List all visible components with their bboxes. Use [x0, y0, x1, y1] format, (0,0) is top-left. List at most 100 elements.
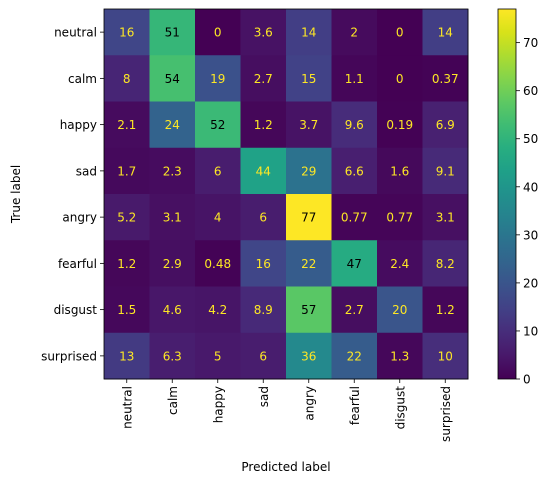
- heatmap-cell: [149, 9, 196, 56]
- cell-value-label: 2.1: [117, 118, 136, 132]
- cell-value-label: 54: [165, 72, 180, 86]
- heatmap-cell: [149, 286, 196, 334]
- heatmap-cell: [240, 286, 287, 334]
- heatmap-cell: [104, 332, 150, 380]
- x-tick-label: calm: [166, 386, 180, 415]
- heatmap-cell: [377, 286, 423, 334]
- y-tick-label: disgust: [54, 303, 98, 317]
- heatmap-cell: [149, 55, 196, 102]
- heatmap-cell: [286, 147, 332, 195]
- heatmap-cell: [331, 55, 378, 102]
- heatmap-cell: [240, 240, 287, 287]
- y-tick-label: neutral: [54, 26, 97, 40]
- y-tick-label: surprised: [41, 349, 97, 363]
- heatmap-cell: [286, 55, 332, 102]
- cell-value-label: 15: [301, 72, 316, 86]
- cell-value-label: 20: [392, 303, 407, 317]
- heatmap-cell: [240, 147, 287, 195]
- x-axis-label: Predicted label: [241, 460, 330, 474]
- cell-value-label: 1.2: [254, 118, 273, 132]
- x-tick-label: angry: [302, 386, 316, 421]
- heatmap-cell: [422, 101, 469, 149]
- colorbar-tick-label: 60: [523, 84, 538, 98]
- heatmap-cells: [104, 9, 469, 380]
- heatmap-cell: [422, 286, 469, 334]
- cell-value-label: 29: [301, 164, 316, 178]
- colorbar-tick-label: 40: [523, 180, 538, 194]
- x-axis: neutral calm happy sad angry fearful disgust su…: [120, 379, 453, 442]
- colorbar-gradient: [498, 9, 516, 379]
- cell-value-label: 3.7: [299, 118, 318, 132]
- y-tick-label: calm: [68, 72, 97, 86]
- heatmap-cell: [104, 147, 150, 195]
- cell-value-label: 16: [256, 257, 271, 271]
- heatmap-cell: [422, 240, 469, 287]
- cell-value-label: 77: [301, 211, 316, 225]
- heatmap-cell: [422, 147, 469, 195]
- heatmap-cell: [240, 194, 287, 241]
- heatmap-cell: [286, 194, 332, 241]
- cell-value-label: 5: [214, 349, 222, 363]
- cell-value-label: 5.2: [117, 211, 136, 225]
- cell-value-label: 8.2: [436, 257, 455, 271]
- colorbar-tick-label: 30: [523, 228, 538, 242]
- heatmap-cell: [195, 240, 241, 287]
- cell-value-label: 3.1: [436, 211, 455, 225]
- heatmap-cell: [286, 286, 332, 334]
- heatmap-cell: [195, 332, 241, 380]
- cell-value-label: 4: [214, 211, 222, 225]
- cell-value-label: 4.2: [208, 303, 227, 317]
- heatmap-cell: [195, 55, 241, 102]
- colorbar-tick-label: 20: [523, 276, 538, 290]
- heatmap-cell: [104, 194, 150, 241]
- cell-value-label: 6.9: [436, 118, 455, 132]
- heatmap-cell: [104, 9, 150, 56]
- y-tick-label: fearful: [58, 257, 97, 271]
- cell-value-label: 1.1: [345, 72, 364, 86]
- cell-value-label: 10: [438, 349, 453, 363]
- colorbar-tick-label: 70: [523, 36, 538, 50]
- heatmap-cell: [240, 9, 287, 56]
- plot-frame: [103, 8, 469, 380]
- heatmap-cell: [149, 240, 196, 287]
- colorbar-tick-label: 0: [523, 373, 531, 387]
- heatmap-cell: [422, 9, 469, 56]
- cell-value-label: 44: [256, 164, 271, 178]
- cell-value-label: 3.6: [254, 26, 273, 40]
- cell-value-label: 9.6: [345, 118, 364, 132]
- cell-value-label: 0: [396, 72, 404, 86]
- heatmap-cell: [422, 194, 469, 241]
- cell-value-label: 1.2: [117, 257, 136, 271]
- heatmap-cell: [149, 101, 196, 149]
- y-axis-label: True label: [9, 165, 23, 224]
- cell-value-label: 1.2: [436, 303, 455, 317]
- heatmap-cell: [149, 332, 196, 380]
- heatmap-cell: [377, 240, 423, 287]
- cell-value-label: 0.37: [432, 72, 459, 86]
- cell-value-label: 22: [301, 257, 316, 271]
- heatmap-cell: [286, 9, 332, 56]
- cell-value-label: 0.19: [386, 118, 413, 132]
- cell-value-label: 0.48: [204, 257, 231, 271]
- y-tick-label: angry: [62, 211, 97, 225]
- heatmap-cell: [149, 194, 196, 241]
- heatmap-cell: [104, 101, 150, 149]
- cell-value-label: 36: [301, 349, 316, 363]
- heatmap-cell: [195, 9, 241, 56]
- heatmap-cell: [195, 101, 241, 149]
- heatmap-cell: [195, 194, 241, 241]
- cell-value-label: 57: [301, 303, 316, 317]
- cell-value-label: 51: [165, 26, 180, 40]
- heatmap-cell: [331, 240, 378, 287]
- heatmap-cell: [331, 147, 378, 195]
- cell-value-label: 52: [210, 118, 225, 132]
- cell-value-label: 0: [396, 26, 404, 40]
- cell-value-label: 19: [210, 72, 225, 86]
- heatmap-cell: [286, 332, 332, 380]
- heatmap-cell: [377, 147, 423, 195]
- heatmap-cell: [149, 147, 196, 195]
- cell-value-label: 6.3: [163, 349, 182, 363]
- cell-value-label: 2.9: [163, 257, 182, 271]
- heatmap-cell: [104, 286, 150, 334]
- cell-value-label: 14: [301, 26, 316, 40]
